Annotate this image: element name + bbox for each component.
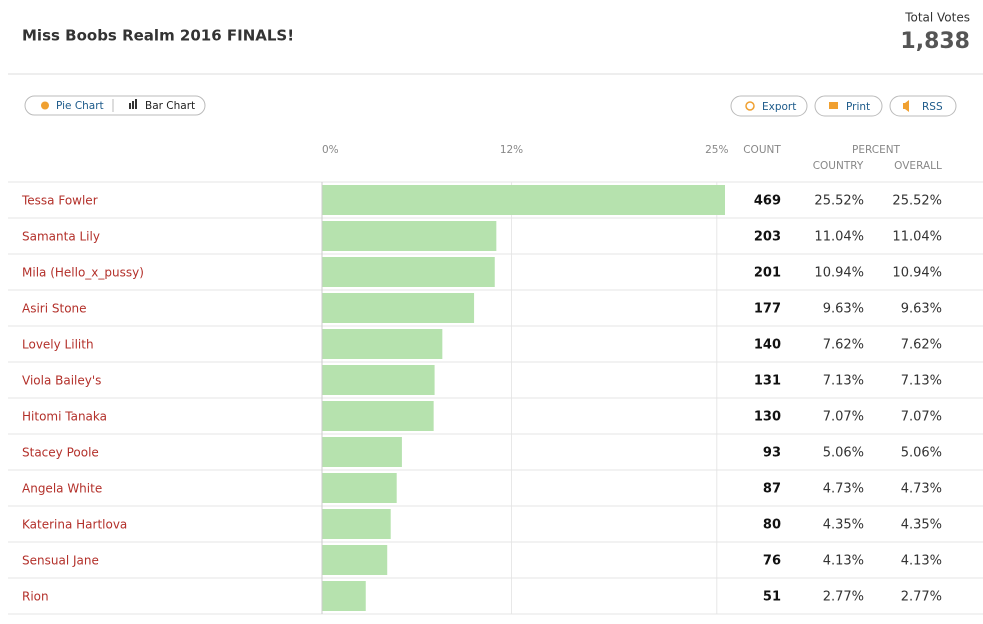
poll-title: Miss Boobs Realm 2016 FINALS! xyxy=(22,27,294,45)
vote-count: 201 xyxy=(754,266,781,281)
overall-header: OVERALL xyxy=(894,160,942,172)
pie-icon xyxy=(41,101,49,110)
candidate-name: Samanta Lily xyxy=(22,230,100,244)
bar xyxy=(322,581,366,611)
x-tick-label: 25% xyxy=(705,144,728,156)
candidate-name: Katerina Hartlova xyxy=(22,518,127,532)
candidate-name: Viola Bailey's xyxy=(22,374,101,388)
bar xyxy=(322,257,495,287)
candidate-name: Hitomi Tanaka xyxy=(22,410,107,424)
vote-count: 76 xyxy=(763,554,781,569)
export-button[interactable]: Export xyxy=(762,101,796,113)
export-icon xyxy=(745,101,755,111)
rss-button-frame[interactable] xyxy=(889,95,957,117)
candidate-name: Rion xyxy=(22,590,49,604)
bar xyxy=(322,365,435,395)
overall-percent: 10.94% xyxy=(892,266,942,281)
bar xyxy=(322,509,391,539)
vote-count: 140 xyxy=(754,338,781,353)
bar xyxy=(322,329,443,359)
country-percent: 10.94% xyxy=(814,266,864,281)
overall-percent: 7.13% xyxy=(901,374,942,389)
country-percent: 4.13% xyxy=(823,554,864,569)
country-percent: 4.35% xyxy=(823,518,864,533)
print-icon xyxy=(829,102,838,109)
pie-chart-button[interactable]: Pie Chart xyxy=(56,100,104,112)
overall-percent: 25.52% xyxy=(892,194,942,209)
candidate-name: Angela White xyxy=(22,482,102,496)
country-percent: 7.13% xyxy=(823,374,864,389)
bar xyxy=(322,293,475,323)
overall-percent: 11.04% xyxy=(892,230,942,245)
print-button[interactable]: Print xyxy=(846,101,870,113)
count-header: COUNT xyxy=(743,144,781,156)
overall-percent: 5.06% xyxy=(901,446,942,461)
bar-chart-button[interactable]: Bar Chart xyxy=(145,100,195,112)
country-percent: 2.77% xyxy=(823,590,864,605)
overall-percent: 2.77% xyxy=(901,590,942,605)
export-button-frame[interactable] xyxy=(730,95,808,117)
vote-count: 51 xyxy=(763,590,781,605)
bar xyxy=(322,221,497,251)
print-button-frame[interactable] xyxy=(814,95,883,117)
bar xyxy=(322,437,402,467)
country-percent: 4.73% xyxy=(823,482,864,497)
bar xyxy=(322,185,725,215)
total-label: Total Votes xyxy=(904,11,970,25)
bar-icon xyxy=(129,103,131,109)
country-percent: 7.62% xyxy=(823,338,864,353)
view-toggle xyxy=(24,95,206,116)
total-votes: 1,838 xyxy=(900,29,970,54)
candidate-name: Asiri Stone xyxy=(22,302,87,316)
candidate-name: Stacey Poole xyxy=(22,446,99,460)
vote-count: 469 xyxy=(754,194,781,209)
candidate-name: Sensual Jane xyxy=(22,554,99,568)
vote-count: 80 xyxy=(763,518,781,533)
overall-percent: 7.07% xyxy=(901,410,942,425)
vote-count: 131 xyxy=(754,374,781,389)
bar xyxy=(322,401,434,431)
country-percent: 7.07% xyxy=(823,410,864,425)
overall-percent: 9.63% xyxy=(901,302,942,317)
country-header: COUNTRY xyxy=(813,160,864,172)
rss-icon xyxy=(903,100,909,112)
country-percent: 25.52% xyxy=(814,194,864,209)
candidate-name: Tessa Fowler xyxy=(21,194,98,208)
vote-count: 177 xyxy=(754,302,781,317)
vote-count: 93 xyxy=(763,446,781,461)
country-percent: 11.04% xyxy=(814,230,864,245)
candidate-name: Lovely Lilith xyxy=(22,338,94,352)
overall-percent: 4.73% xyxy=(901,482,942,497)
overall-percent: 4.13% xyxy=(901,554,942,569)
bar xyxy=(322,473,397,503)
country-percent: 5.06% xyxy=(823,446,864,461)
overall-percent: 7.62% xyxy=(901,338,942,353)
rss-button[interactable]: RSS xyxy=(922,101,943,113)
vote-count: 203 xyxy=(754,230,781,245)
percent-header: PERCENT xyxy=(852,144,901,156)
bar xyxy=(322,545,388,575)
bar-icon xyxy=(135,99,137,109)
overall-percent: 4.35% xyxy=(901,518,942,533)
bar-icon xyxy=(132,101,134,109)
vote-count: 87 xyxy=(763,482,781,497)
candidate-name: Mila (Hello_x_pussy) xyxy=(22,266,144,280)
country-percent: 9.63% xyxy=(823,302,864,317)
x-tick-label: 12% xyxy=(500,144,523,156)
vote-count: 130 xyxy=(754,410,781,425)
x-tick-label: 0% xyxy=(322,144,339,156)
